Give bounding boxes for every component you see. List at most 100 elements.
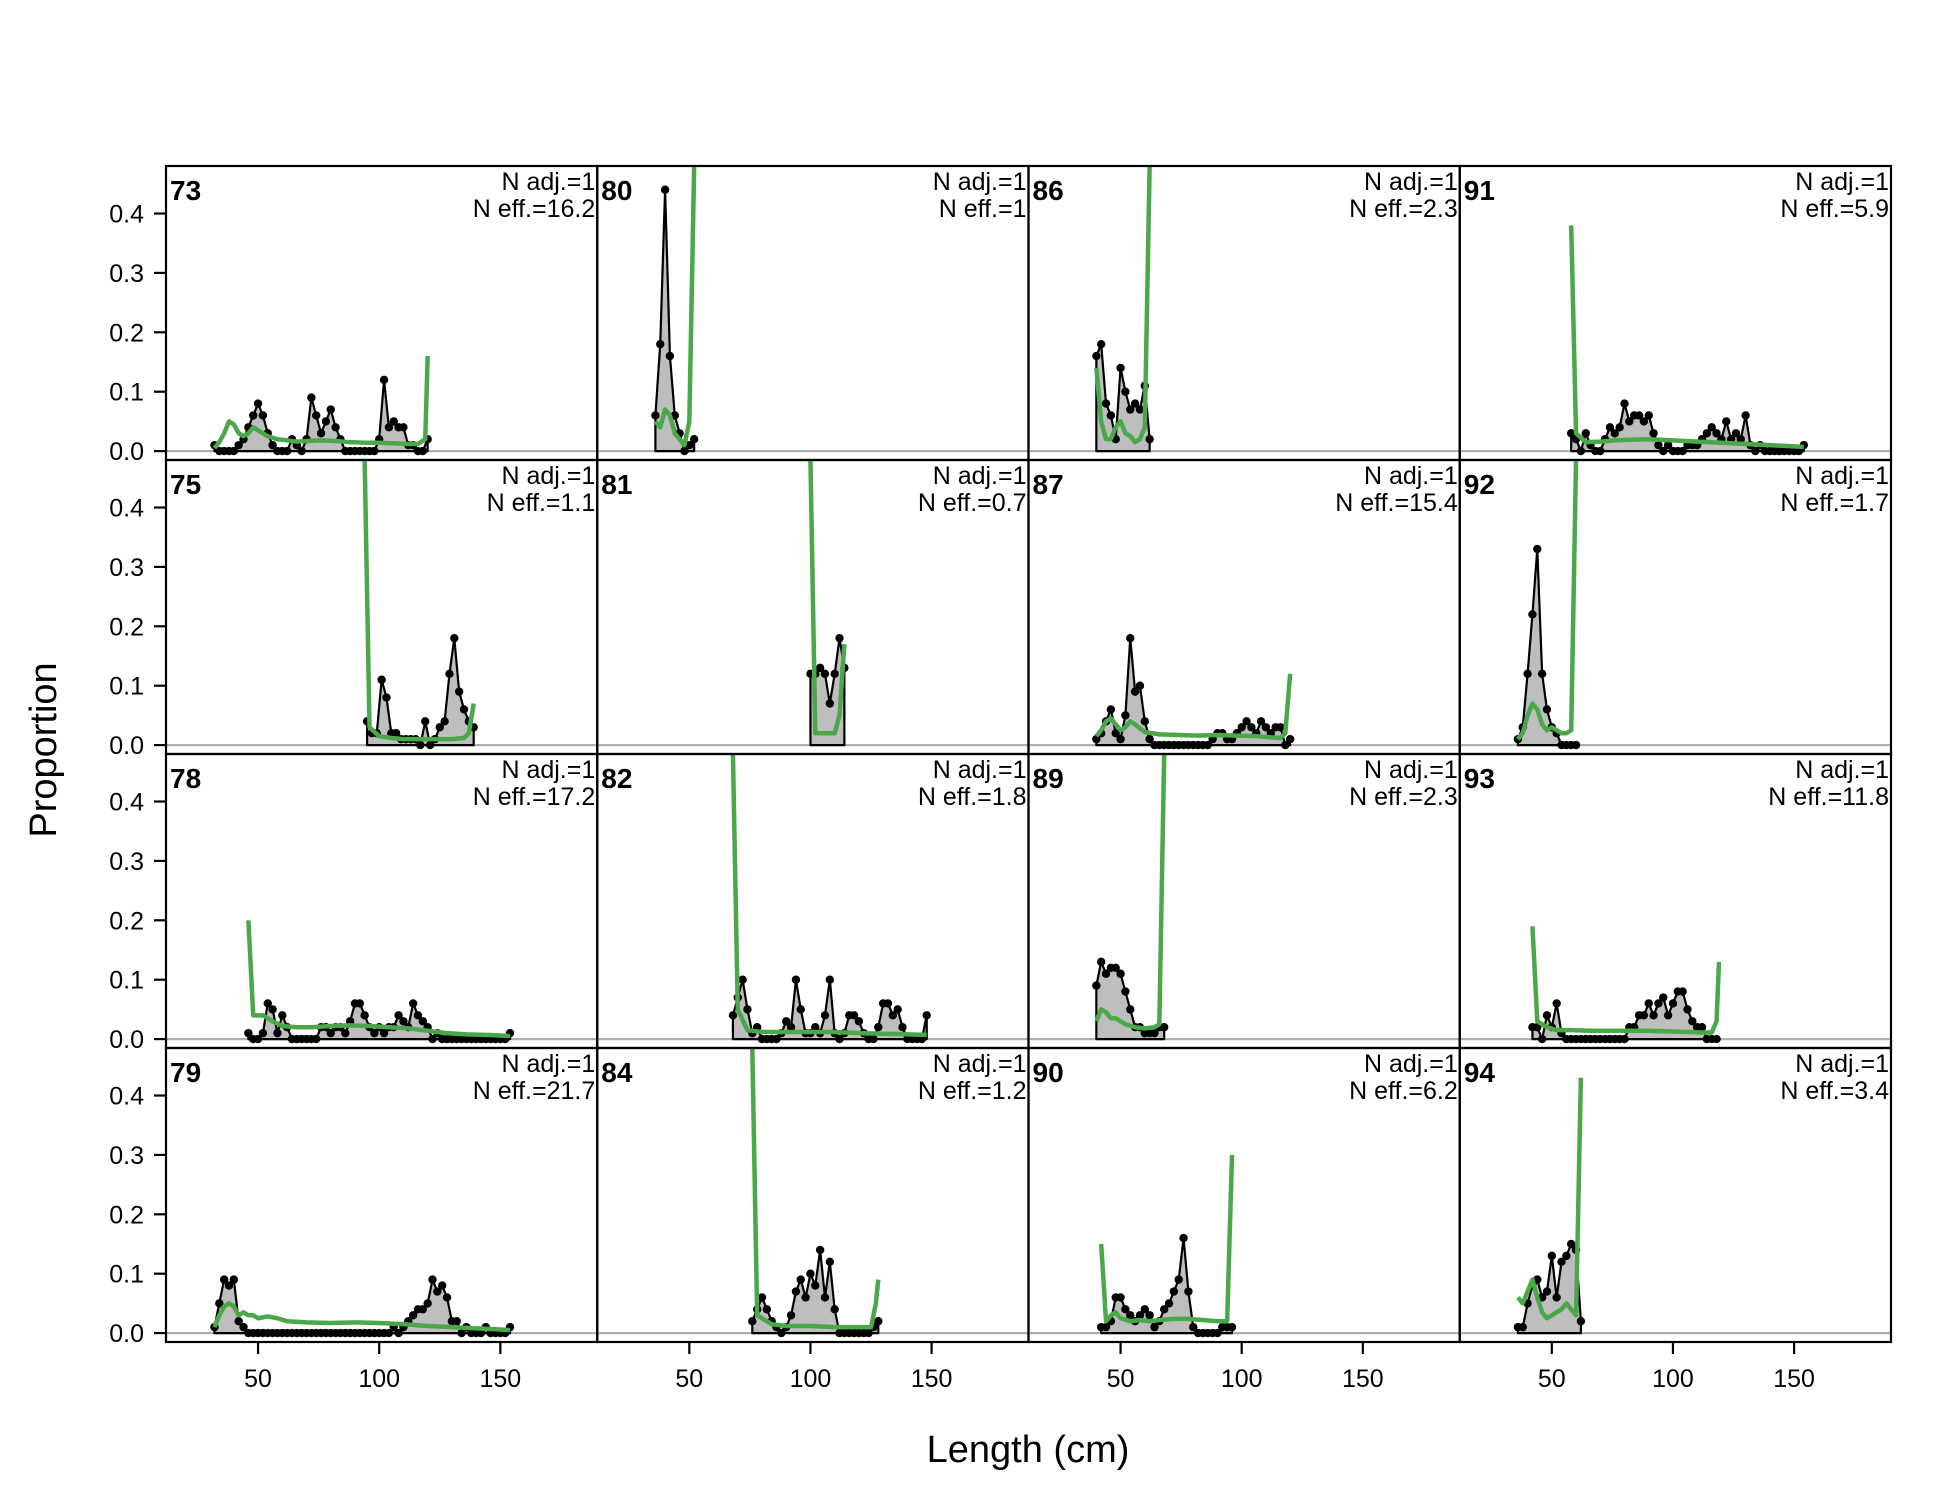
panel-plot-area [166, 460, 598, 750]
observed-point [1145, 734, 1154, 744]
observed-point [1571, 740, 1581, 750]
y-tick-label: 0.4 [109, 1083, 144, 1111]
observed-point [341, 1028, 350, 1038]
panel-label: 94 [1464, 1057, 1496, 1088]
observed-point [815, 663, 825, 673]
x-tick-label: 50 [1107, 1365, 1135, 1393]
n-adj-label: N adj.=1 [1364, 1050, 1458, 1078]
expected-line [212, 1301, 511, 1333]
observed-point [1668, 999, 1678, 1008]
observed-point [1678, 446, 1687, 456]
observed-point [1557, 1257, 1566, 1267]
panel-80: 80 N adj.=1N eff.=1 [596, 164, 1030, 462]
observed-point [1634, 411, 1644, 420]
n-adj-label: N adj.=1 [1795, 462, 1889, 490]
panel-plot-area [166, 355, 598, 456]
n-adj-label: N adj.=1 [1364, 168, 1458, 196]
expected-line [730, 754, 927, 1038]
n-adj-label: N adj.=1 [933, 462, 1027, 490]
observed-point [379, 1028, 389, 1038]
y-tick-label: 0.4 [109, 789, 144, 817]
observed-point [1649, 429, 1658, 438]
panel-label: 84 [601, 1057, 633, 1088]
observed-point [1106, 411, 1116, 420]
observed-point [1140, 1305, 1149, 1314]
n-adj-label: N adj.=1 [933, 756, 1027, 784]
observed-point [762, 1305, 772, 1314]
observed-point [1644, 999, 1653, 1008]
observed-point [1576, 446, 1586, 456]
observed-point [651, 411, 660, 420]
panel-plot-area [166, 1275, 598, 1338]
expected-line [1094, 754, 1167, 1031]
x-tick-label: 50 [675, 1365, 703, 1393]
observed-point [888, 1011, 898, 1020]
observed-point [1247, 723, 1256, 732]
observed-point [384, 423, 394, 432]
observed-point [1096, 957, 1106, 967]
observed-point [811, 1023, 820, 1032]
panel-plot-area [1459, 460, 1891, 750]
observed-point [1523, 669, 1532, 679]
panel-plot-area [1028, 1154, 1460, 1338]
observed-point [1610, 429, 1620, 438]
observed-point [1678, 987, 1687, 996]
panel-91: 91 N adj.=1N eff.=5.9 [1458, 164, 1893, 462]
observed-point [370, 446, 379, 456]
panel-92: 92 N adj.=1N eff.=1.7 [1458, 458, 1893, 756]
observed-point [215, 1299, 224, 1308]
observed-point [801, 1293, 810, 1302]
panel-label: 87 [1033, 469, 1064, 500]
observed-point [922, 1011, 931, 1020]
observed-point [883, 999, 893, 1008]
n-eff-label: N eff.=1.2 [918, 1077, 1027, 1105]
n-adj-label: N adj.=1 [1795, 168, 1889, 196]
observed-point [457, 1328, 466, 1338]
observed-point [1106, 705, 1116, 714]
panel-79: 79 N adj.=1N eff.=21.7 [164, 1046, 599, 1344]
n-adj-label: N adj.=1 [933, 1050, 1027, 1078]
n-adj-label: N adj.=1 [1364, 756, 1458, 784]
panel-plot-area [597, 754, 1029, 1044]
panel-plot-area [166, 920, 598, 1044]
n-eff-label: N eff.=11.8 [1768, 783, 1889, 811]
observed-point [418, 1305, 428, 1314]
observed-point [268, 1005, 277, 1014]
y-tick-label: 0.2 [109, 613, 144, 641]
observed-point [1654, 440, 1663, 450]
observed-point [854, 1017, 864, 1026]
observed-point [418, 446, 428, 456]
observed-point [399, 1017, 408, 1026]
observed-point [258, 1028, 268, 1038]
observed-point [665, 351, 675, 361]
observed-point [1121, 711, 1130, 720]
observed-point [454, 687, 464, 696]
observed-point [219, 1275, 229, 1284]
observed-point [815, 1245, 825, 1255]
observed-point [825, 699, 835, 708]
y-tick-label: 0.1 [109, 673, 144, 701]
observed-point [660, 185, 670, 194]
y-tick-label: 0.4 [109, 495, 144, 523]
observed-point [394, 1328, 403, 1338]
expected-line [750, 1048, 881, 1330]
observed-point [1261, 723, 1271, 732]
panel-label: 75 [170, 469, 201, 500]
observed-point [743, 1005, 752, 1014]
observed-point [1542, 705, 1552, 714]
observed-point [399, 423, 408, 432]
n-eff-label: N eff.=6.2 [1349, 1077, 1458, 1105]
observed-point [820, 1293, 830, 1302]
observed-point [898, 1023, 907, 1032]
observed-point [1092, 981, 1101, 990]
observed-point [282, 446, 292, 456]
observed-point [791, 1287, 801, 1296]
observed-point [1566, 1239, 1576, 1249]
observed-point [321, 417, 331, 426]
observed-point [825, 1257, 835, 1267]
observed-point [273, 1028, 282, 1038]
n-eff-label: N eff.=5.9 [1780, 195, 1889, 223]
panel-label: 73 [170, 175, 201, 206]
observed-point [331, 423, 340, 432]
observed-point [445, 669, 454, 679]
